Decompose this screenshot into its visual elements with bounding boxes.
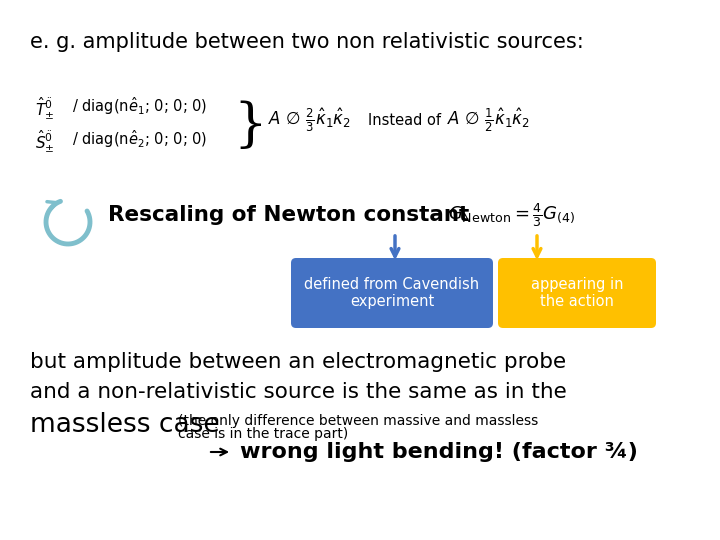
Text: $\hat{T}^{\ddot{0}}_{\pm}$: $\hat{T}^{\ddot{0}}_{\pm}$ — [35, 95, 54, 122]
Text: Rescaling of Newton constant: Rescaling of Newton constant — [108, 205, 469, 225]
Text: $G_{\mathrm{Newton}} = \frac{4}{3}G_{(4)}$: $G_{\mathrm{Newton}} = \frac{4}{3}G_{(4)… — [448, 201, 576, 229]
Text: appearing in
the action: appearing in the action — [531, 277, 624, 309]
Text: e. g. amplitude between two non relativistic sources:: e. g. amplitude between two non relativi… — [30, 32, 584, 52]
FancyBboxPatch shape — [498, 258, 656, 328]
Text: }: } — [233, 100, 267, 151]
Text: $A\ \varnothing\ \frac{1}{2}\hat{\kappa}_1\hat{\kappa}_2$: $A\ \varnothing\ \frac{1}{2}\hat{\kappa}… — [447, 107, 530, 134]
Text: (the only difference between massive and massless: (the only difference between massive and… — [178, 414, 539, 428]
Text: Instead of: Instead of — [368, 113, 441, 128]
Text: and a non-relativistic source is the same as in the: and a non-relativistic source is the sam… — [30, 382, 567, 402]
Text: case is in the trace part): case is in the trace part) — [178, 427, 348, 441]
FancyBboxPatch shape — [291, 258, 493, 328]
Text: $A\ \varnothing\ \frac{2}{3}\hat{\kappa}_1\hat{\kappa}_2$: $A\ \varnothing\ \frac{2}{3}\hat{\kappa}… — [268, 107, 351, 134]
Text: $\hat{S}^{\ddot{0}}_{\pm}$: $\hat{S}^{\ddot{0}}_{\pm}$ — [35, 128, 55, 154]
Text: defined from Cavendish
experiment: defined from Cavendish experiment — [305, 277, 480, 309]
Text: massless case: massless case — [30, 412, 220, 438]
Text: / diag(n$\hat{e}_1$; 0; 0; 0): / diag(n$\hat{e}_1$; 0; 0; 0) — [72, 95, 207, 117]
Text: wrong light bending! (factor ¾): wrong light bending! (factor ¾) — [240, 442, 638, 462]
Text: / diag(n$\hat{e}_2$; 0; 0; 0): / diag(n$\hat{e}_2$; 0; 0; 0) — [72, 128, 207, 150]
Text: but amplitude between an electromagnetic probe: but amplitude between an electromagnetic… — [30, 352, 566, 372]
